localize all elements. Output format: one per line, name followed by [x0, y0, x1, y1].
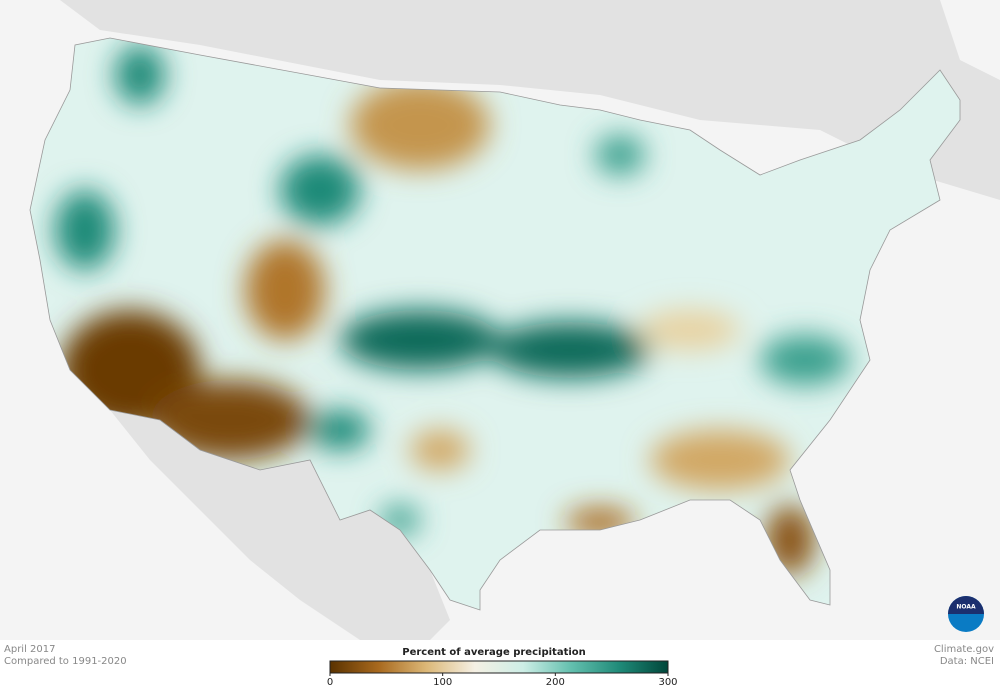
- baseline-label: Compared to 1991-2020: [4, 656, 127, 667]
- dry-area: [150, 380, 310, 460]
- data-credit: Data: NCEI: [940, 656, 994, 667]
- date-label: April 2017: [4, 644, 55, 655]
- wet-area: [280, 155, 360, 225]
- legend-colorbar: [329, 660, 669, 674]
- mexico: [110, 410, 450, 640]
- canada: [60, 0, 1000, 200]
- legend-tick-label: 100: [433, 677, 452, 688]
- dry-area: [640, 310, 740, 350]
- wet-area: [760, 335, 850, 385]
- noaa-logo-top: [948, 596, 984, 614]
- wet-area: [115, 45, 165, 105]
- wet-area: [595, 135, 645, 175]
- us-outline: [29, 37, 961, 611]
- wet-area: [55, 190, 115, 270]
- legend-title: Percent of average precipitation: [402, 647, 586, 658]
- dry-area: [245, 240, 325, 340]
- dry-area: [410, 430, 470, 470]
- dry-area: [650, 430, 790, 490]
- legend-tick-label: 300: [658, 677, 677, 688]
- wet-area: [340, 310, 500, 370]
- source-credit: Climate.gov: [934, 644, 994, 655]
- wet-area: [310, 410, 370, 450]
- anomaly-blobs: [55, 45, 850, 575]
- noaa-logo-text: NOAA: [956, 604, 976, 611]
- wet-area: [490, 322, 650, 378]
- dry-area: [350, 80, 490, 170]
- legend-tick-label: 0: [327, 677, 333, 688]
- legend-tick-label: 200: [546, 677, 565, 688]
